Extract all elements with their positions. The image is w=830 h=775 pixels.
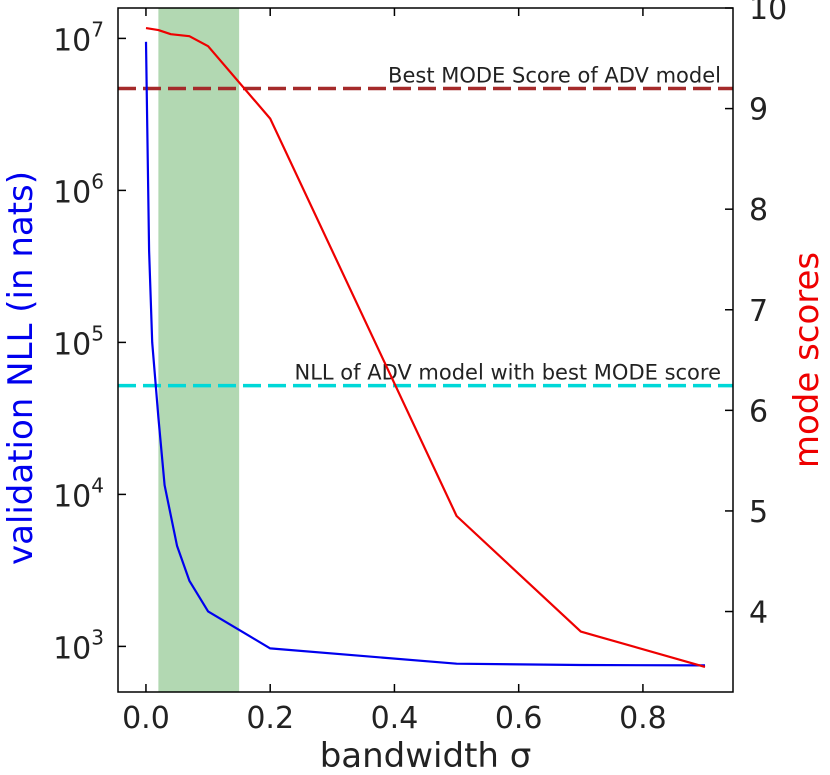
y-left-tick-base: 10 — [53, 23, 91, 58]
y-right-tick-label: 9 — [749, 93, 768, 128]
y-left-tick-exponent: 6 — [91, 169, 104, 193]
y-left-tick-exponent: 3 — [91, 625, 104, 649]
y-left-tick-base: 10 — [53, 327, 91, 362]
y-left-tick-label: 104 — [53, 473, 104, 514]
x-tick-label: 0.0 — [122, 701, 170, 736]
adv-nll-line-label: NLL of ADV model with best MODE score — [295, 361, 722, 385]
x-tick-label: 0.4 — [371, 701, 419, 736]
plot-area: Best MODE Score of ADV model NLL of ADV m… — [118, 8, 733, 692]
y-left-tick-exponent: 4 — [91, 473, 104, 497]
y-right-tick-label: 10 — [749, 0, 787, 27]
y-left-tick-base: 10 — [53, 479, 91, 514]
best-mode-score-line-label: Best MODE Score of ADV model — [388, 63, 721, 87]
y-left-tick-label: 103 — [53, 625, 104, 666]
y-left-tick-label: 106 — [53, 169, 104, 210]
y-left-axis-title: validation NLL (in nats) — [1, 171, 41, 565]
x-tick-label: 0.6 — [495, 701, 543, 736]
y-left-tick-label: 105 — [53, 321, 104, 362]
y-left-tick-label: 107 — [53, 17, 104, 58]
y-right-tick-label: 7 — [749, 294, 768, 329]
x-axis-title: bandwidth σ — [320, 736, 532, 775]
shaded-region — [158, 8, 240, 692]
y-left-tick-base: 10 — [53, 175, 91, 210]
plot-frame — [117, 7, 734, 693]
x-tick-label: 0.8 — [619, 701, 667, 736]
y-right-tick-label: 5 — [749, 495, 768, 530]
y-right-tick-label: 8 — [749, 193, 768, 228]
x-tick-label: 0.2 — [246, 701, 294, 736]
nll-series-line — [144, 41, 706, 667]
y-left-tick-exponent: 7 — [91, 17, 104, 41]
y-right-axis-title: mode scores — [787, 252, 827, 468]
y-left-tick-base: 10 — [53, 631, 91, 666]
y-right-tick-label: 6 — [749, 394, 768, 429]
y-left-tick-exponent: 5 — [91, 321, 104, 345]
mode-score-series-line — [145, 27, 706, 668]
y-right-tick-label: 4 — [749, 596, 768, 631]
